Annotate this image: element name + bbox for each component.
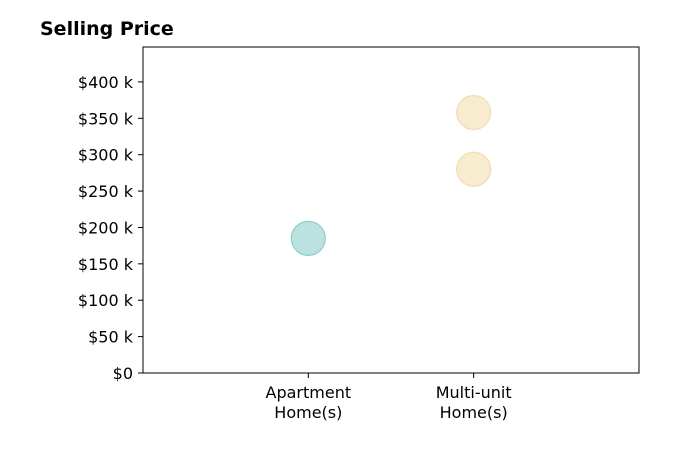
data-point [290, 220, 326, 256]
x-tick-label: Multi-unit [436, 383, 512, 402]
chart-title: Selling Price [40, 18, 174, 40]
y-axis: $0 $50 k $100 k $150 k $200 k $250 k $300 k $35… [78, 73, 143, 383]
y-tick-label: $350 k [78, 109, 134, 128]
y-tick-label: $0 [113, 364, 133, 383]
y-tick-label: $100 k [78, 291, 134, 310]
data-point [456, 94, 492, 131]
y-tick-label: $300 k [78, 146, 134, 165]
y-tick-label: $400 k [78, 73, 134, 92]
data-point [456, 151, 492, 187]
y-tick-label: $150 k [78, 255, 134, 274]
plot-frame [142, 46, 640, 374]
y-tick-label: $250 k [78, 182, 134, 201]
x-tick-label: Home(s) [274, 403, 342, 422]
x-tick-label: Home(s) [440, 403, 508, 422]
data-points [290, 94, 492, 256]
y-tick-label: $50 k [88, 328, 134, 347]
y-tick-label: $200 k [78, 218, 134, 237]
x-tick-label: Apartment [266, 383, 352, 402]
